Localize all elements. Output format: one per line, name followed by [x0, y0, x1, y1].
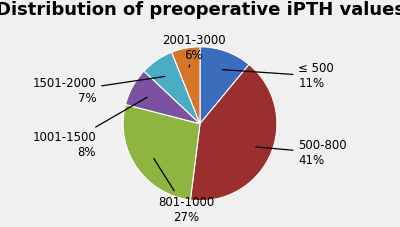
- Title: Distribution of preoperative iPTH values: Distribution of preoperative iPTH values: [0, 1, 400, 19]
- Wedge shape: [123, 105, 200, 200]
- Wedge shape: [172, 47, 200, 124]
- Text: 1001-1500
8%: 1001-1500 8%: [32, 97, 147, 159]
- Wedge shape: [144, 52, 200, 124]
- Wedge shape: [190, 64, 277, 201]
- Text: 2001-3000
6%: 2001-3000 6%: [162, 34, 226, 67]
- Text: 500-800
41%: 500-800 41%: [256, 139, 347, 167]
- Text: 801-1000
27%: 801-1000 27%: [154, 158, 214, 224]
- Text: ≤ 500
11%: ≤ 500 11%: [222, 62, 334, 90]
- Wedge shape: [200, 47, 249, 124]
- Wedge shape: [126, 71, 200, 124]
- Text: 1501-2000
7%: 1501-2000 7%: [32, 76, 165, 105]
